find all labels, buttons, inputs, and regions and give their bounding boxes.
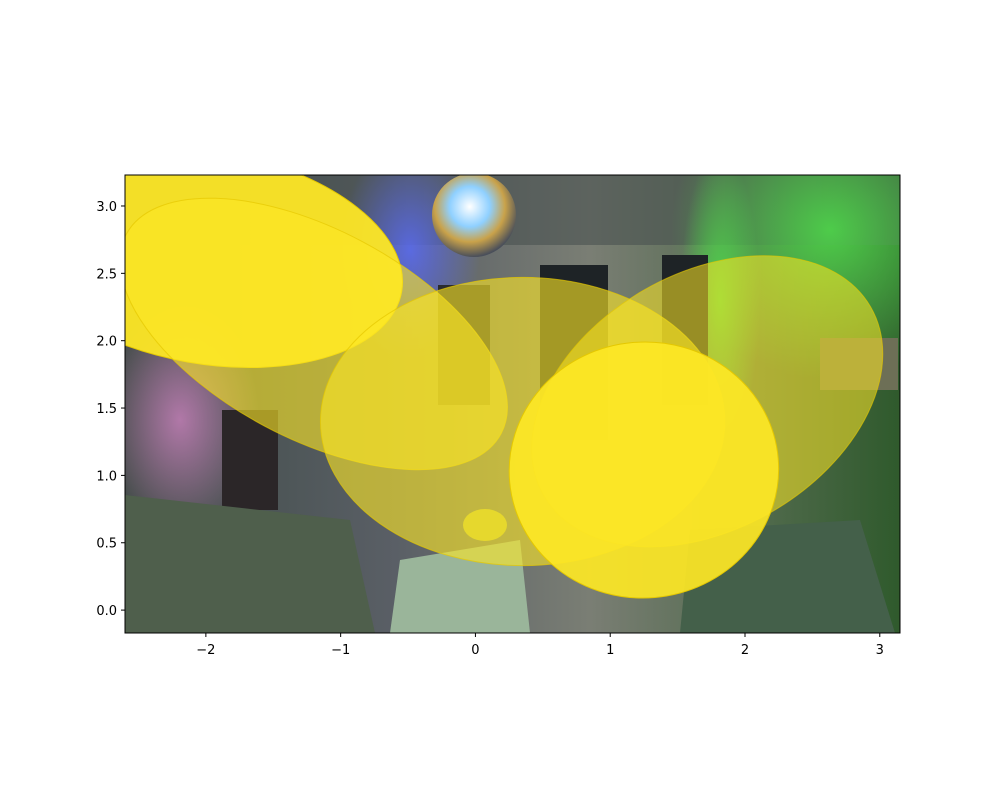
y-tick-label: 2.0 [96, 335, 117, 350]
ellipses-layer [125, 175, 884, 599]
y-tick-label: 0.0 [96, 604, 117, 619]
x-tick-label: −2 [196, 643, 215, 658]
y-tick-label: 3.0 [96, 200, 117, 215]
axes-frame [124, 174, 901, 634]
x-tick-label: 3 [876, 643, 884, 658]
ellipse-5 [508, 341, 780, 599]
plot-area [125, 175, 900, 633]
x-axis: −2 −1 0 1 2 3 [196, 633, 884, 658]
y-tick-label: 0.5 [96, 537, 117, 552]
x-tick-label: 2 [741, 643, 749, 658]
x-tick-label: 1 [606, 643, 614, 658]
x-tick-label: 0 [471, 643, 479, 658]
y-tick-label: 1.5 [96, 402, 117, 417]
y-tick-label: 2.5 [96, 267, 117, 282]
y-axis: 0.0 0.5 1.0 1.5 2.0 2.5 3.0 [96, 200, 125, 619]
x-tick-label: −1 [331, 643, 350, 658]
disco-ball [432, 175, 516, 257]
y-tick-label: 1.0 [96, 469, 117, 484]
